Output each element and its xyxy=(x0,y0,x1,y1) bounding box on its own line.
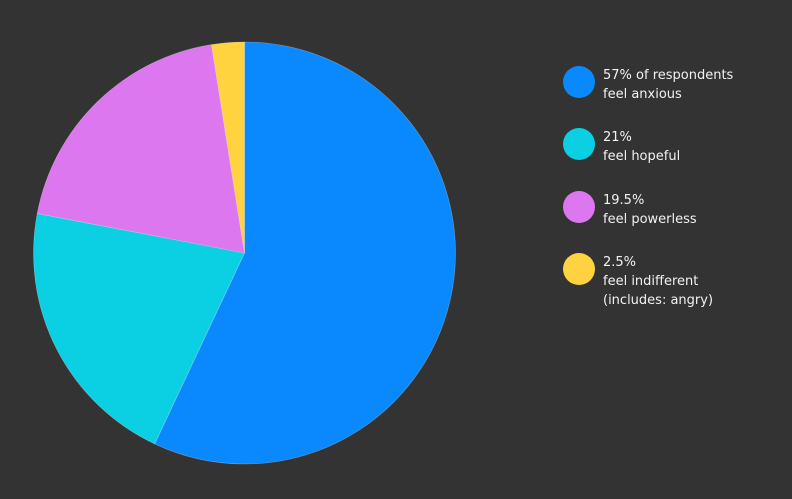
pie-slice-hopeful xyxy=(33,213,245,445)
pie-slice-powerless xyxy=(36,44,245,254)
legend-text-line: feel anxious xyxy=(603,87,682,102)
pie-slice-anxious xyxy=(154,41,456,465)
legend-text-line: 21% xyxy=(603,130,632,145)
legend-item-hopeful: 21% feel hopeful xyxy=(563,128,783,166)
legend-item-powerless: 19.5% feel powerless xyxy=(563,191,783,229)
legend-text-line: feel indifferent xyxy=(603,274,699,289)
legend-text-line: 19.5% xyxy=(603,193,645,208)
legend-swatch-powerless xyxy=(563,191,595,223)
legend-item-anxious: 57% of respondents feel anxious xyxy=(563,66,783,104)
legend-text-line: feel powerless xyxy=(603,212,697,227)
pie-slices xyxy=(33,41,456,465)
legend-swatch-anxious xyxy=(563,66,595,98)
legend-text-line: 2.5% xyxy=(603,255,637,270)
legend-item-indifferent: 2.5% feel indifferent (includes: angry) xyxy=(563,253,783,310)
legend-text-line: (includes: angry) xyxy=(603,293,714,308)
chart-legend: 57% of respondents feel anxious 21% feel… xyxy=(563,66,783,334)
legend-swatch-hopeful xyxy=(563,128,595,160)
legend-text-line: feel hopeful xyxy=(603,149,681,164)
legend-text-line: 57% of respondents xyxy=(603,68,734,83)
pie-slice-indifferent xyxy=(211,41,245,254)
legend-swatch-indifferent xyxy=(563,253,595,285)
